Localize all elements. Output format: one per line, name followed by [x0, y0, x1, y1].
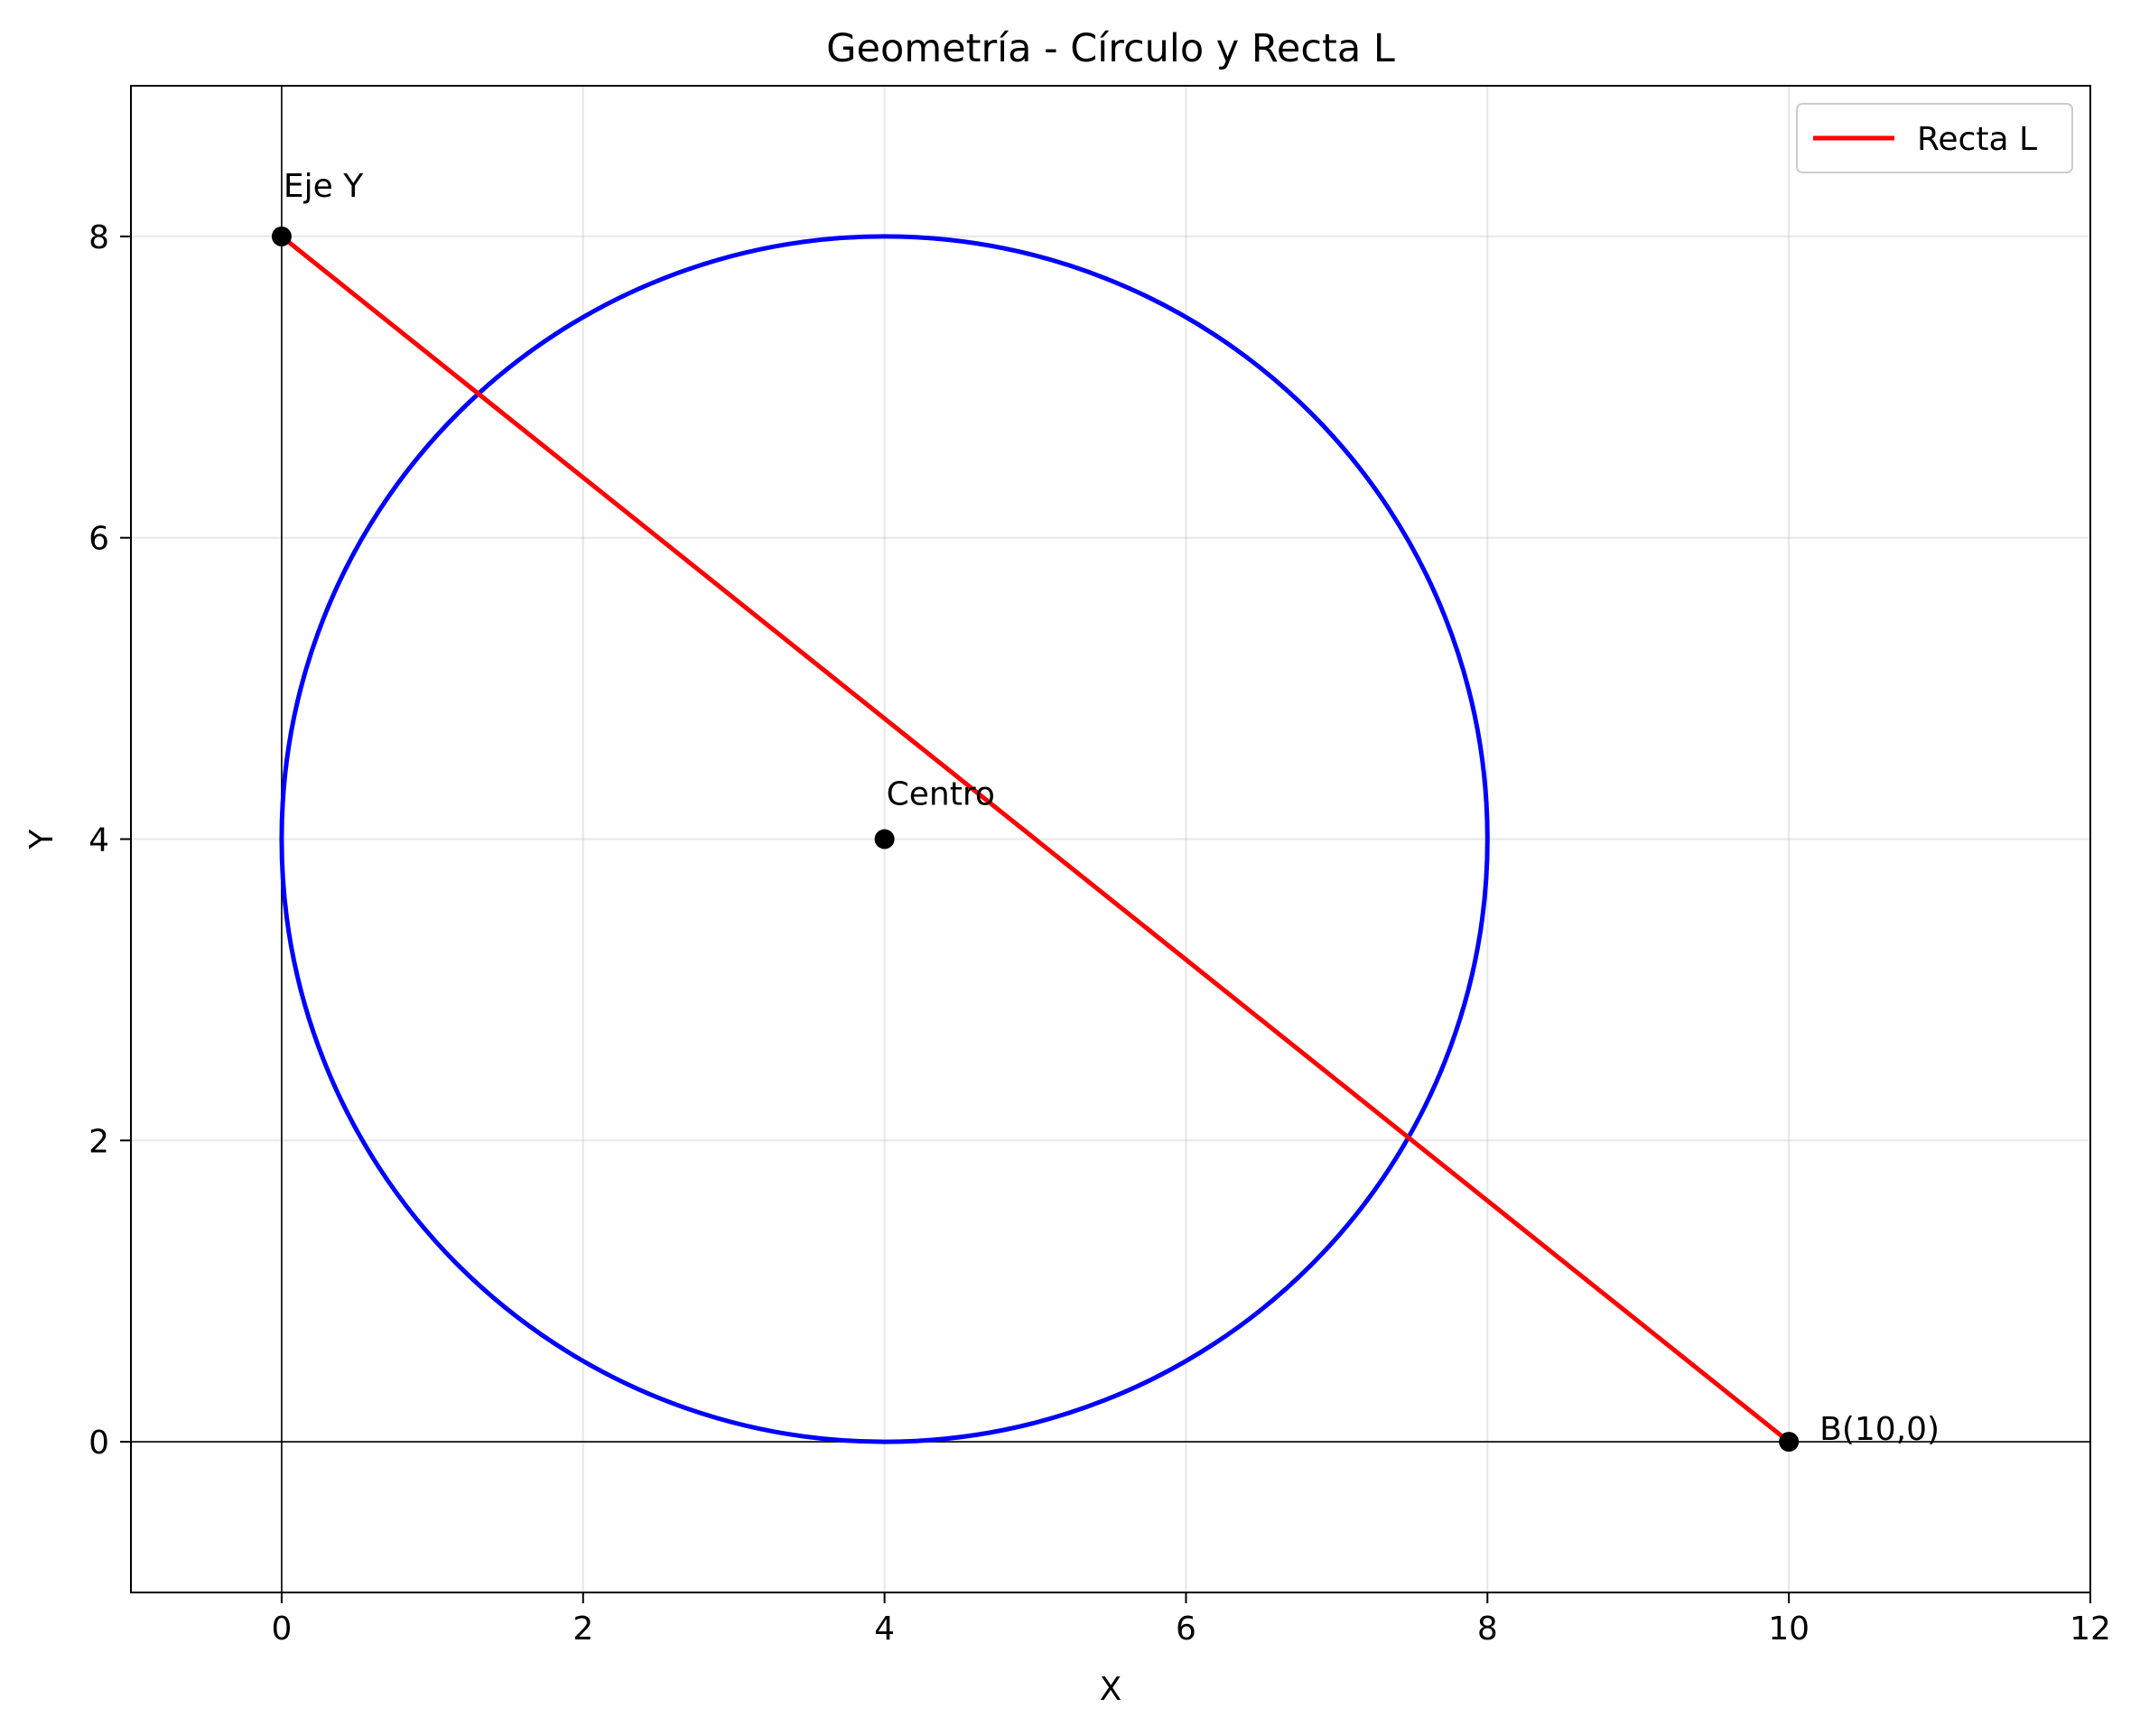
- y-tick-label: 6: [88, 521, 109, 558]
- axis-ticks: 0 2 4 6 8 10 12 0 2 4 6 8: [88, 219, 2111, 1648]
- point-annotation: Centro: [887, 776, 995, 813]
- legend: Recta L: [1796, 103, 2073, 173]
- point-marker: [1779, 1432, 1800, 1453]
- series-line-recta-l: [280, 234, 1791, 1444]
- x-tick-label: 2: [572, 1611, 593, 1648]
- point-marker: [271, 226, 292, 246]
- y-tick-label: 2: [88, 1123, 109, 1160]
- legend-label-recta-l: Recta L: [1917, 121, 2037, 158]
- y-tick-label: 8: [88, 219, 109, 256]
- x-tick-label: 10: [1768, 1611, 1810, 1648]
- circle-curve: [279, 234, 1490, 1444]
- x-tick-label: 4: [874, 1611, 895, 1648]
- chart-title: Geometría - Círculo y Recta L: [826, 26, 1395, 71]
- point-marker: [874, 829, 895, 849]
- plot-area: Eje Y Centro B(10,0): [271, 168, 1940, 1453]
- x-tick-label: 6: [1176, 1611, 1196, 1648]
- legend-box: [1796, 103, 2073, 173]
- y-tick-label: 0: [88, 1425, 109, 1462]
- y-axis-title: Y: [23, 829, 60, 850]
- x-tick-label: 0: [271, 1611, 292, 1648]
- x-tick-label: 12: [2070, 1611, 2111, 1648]
- x-tick-label: 8: [1477, 1611, 1498, 1648]
- x-axis-title: X: [1100, 1671, 1122, 1708]
- point-annotation: Eje Y: [284, 168, 364, 205]
- y-tick-label: 4: [88, 822, 109, 859]
- point-annotation: B(10,0): [1819, 1411, 1940, 1448]
